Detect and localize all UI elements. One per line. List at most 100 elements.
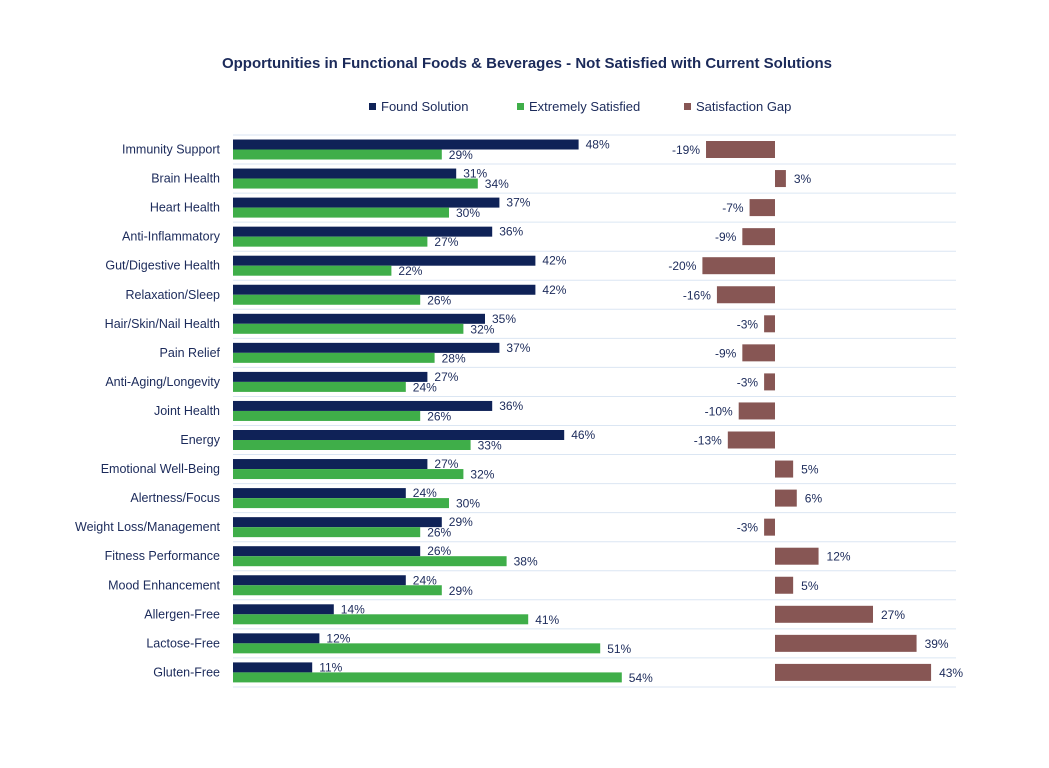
legend-item-found-solution: Found Solution	[369, 99, 468, 114]
label-satisfaction-gap-lactose-free: 39%	[925, 637, 949, 651]
category-label-heart-health: Heart Health	[150, 201, 220, 215]
bar-extremely-satisfied-joint-health	[233, 410, 421, 421]
bar-found-solution-fitness-performance	[233, 546, 421, 557]
bar-extremely-satisfied-weight-loss-management	[233, 527, 421, 538]
label-satisfaction-gap-anti-inflammatory: -9%	[715, 230, 737, 244]
bar-found-solution-hair-skin-nail-health	[233, 313, 485, 324]
category-label-immunity-support: Immunity Support	[122, 143, 220, 157]
legend-item-extremely-satisfied: Extremely Satisfied	[517, 99, 640, 114]
label-found-solution-heart-health: 37%	[506, 196, 530, 210]
category-label-hair-skin-nail-health: Hair/Skin/Nail Health	[105, 317, 220, 331]
label-found-solution-energy: 46%	[571, 428, 595, 442]
label-extremely-satisfied-pain-relief: 28%	[442, 351, 466, 365]
bar-satisfaction-gap-energy	[727, 431, 775, 449]
bar-satisfaction-gap-pain-relief	[742, 344, 775, 362]
bar-satisfaction-gap-allergen-free	[775, 605, 874, 623]
chart-title: Opportunities in Functional Foods & Beve…	[221, 55, 833, 72]
bar-extremely-satisfied-alertness-focus	[233, 498, 449, 509]
label-found-solution-immunity-support: 48%	[586, 138, 610, 152]
label-extremely-satisfied-allergen-free: 41%	[535, 613, 559, 627]
label-found-solution-gut-digestive-health: 42%	[542, 254, 566, 268]
label-extremely-satisfied-weight-loss-management: 26%	[427, 526, 451, 540]
category-label-pain-relief: Pain Relief	[160, 346, 221, 360]
legend-label-extremely-satisfied: Extremely Satisfied	[529, 99, 641, 114]
label-satisfaction-gap-weight-loss-management: -3%	[737, 521, 759, 535]
bar-extremely-satisfied-mood-enhancement	[233, 585, 442, 596]
category-label-emotional-well-being: Emotional Well-Being	[101, 462, 220, 476]
bar-extremely-satisfied-emotional-well-being	[233, 469, 464, 480]
label-extremely-satisfied-joint-health: 26%	[427, 409, 451, 423]
bar-found-solution-gut-digestive-health	[233, 255, 536, 266]
bar-satisfaction-gap-emotional-well-being	[775, 460, 794, 478]
label-extremely-satisfied-brain-health: 34%	[485, 177, 509, 191]
category-label-mood-enhancement: Mood Enhancement	[108, 578, 220, 592]
label-found-solution-anti-inflammatory: 36%	[499, 225, 523, 239]
bar-found-solution-alertness-focus	[233, 488, 406, 499]
bar-satisfaction-gap-mood-enhancement	[775, 576, 794, 594]
category-label-weight-loss-management: Weight Loss/Management	[75, 520, 221, 534]
label-found-solution-mood-enhancement: 24%	[413, 573, 437, 587]
label-extremely-satisfied-relaxation-sleep: 26%	[427, 293, 451, 307]
bar-extremely-satisfied-lactose-free	[233, 643, 601, 654]
label-satisfaction-gap-mood-enhancement: 5%	[801, 579, 819, 593]
category-label-allergen-free: Allergen-Free	[144, 607, 220, 621]
label-found-solution-relaxation-sleep: 42%	[542, 283, 566, 297]
bar-extremely-satisfied-immunity-support	[233, 149, 442, 160]
label-found-solution-joint-health: 36%	[499, 399, 523, 413]
bar-satisfaction-gap-hair-skin-nail-health	[764, 315, 775, 333]
label-found-solution-allergen-free: 14%	[341, 602, 365, 616]
label-found-solution-emotional-well-being: 27%	[434, 457, 458, 471]
label-extremely-satisfied-heart-health: 30%	[456, 206, 480, 220]
label-found-solution-lactose-free: 12%	[326, 631, 350, 645]
category-label-fitness-performance: Fitness Performance	[105, 549, 220, 563]
bar-extremely-satisfied-relaxation-sleep	[233, 294, 421, 305]
category-label-energy: Energy	[180, 433, 220, 447]
bar-found-solution-brain-health	[233, 168, 457, 179]
label-extremely-satisfied-emotional-well-being: 32%	[470, 468, 494, 482]
label-satisfaction-gap-alertness-focus: 6%	[805, 492, 823, 506]
label-found-solution-weight-loss-management: 29%	[449, 515, 473, 529]
bar-satisfaction-gap-anti-aging-longevity	[764, 373, 775, 391]
label-extremely-satisfied-mood-enhancement: 29%	[449, 584, 473, 598]
label-extremely-satisfied-energy: 33%	[478, 439, 502, 453]
label-extremely-satisfied-immunity-support: 29%	[449, 148, 473, 162]
bar-found-solution-lactose-free	[233, 633, 320, 644]
legend: Found Solution Extremely Satisfied Satis…	[0, 99, 1049, 117]
bar-extremely-satisfied-heart-health	[233, 207, 449, 218]
bar-extremely-satisfied-fitness-performance	[233, 556, 507, 567]
label-satisfaction-gap-energy: -13%	[694, 434, 722, 448]
label-extremely-satisfied-gluten-free: 54%	[629, 671, 653, 685]
label-found-solution-alertness-focus: 24%	[413, 486, 437, 500]
label-extremely-satisfied-gut-digestive-health: 22%	[398, 264, 422, 278]
category-label-gut-digestive-health: Gut/Digestive Health	[105, 259, 220, 273]
bar-satisfaction-gap-immunity-support	[706, 141, 775, 158]
label-found-solution-gluten-free: 11%	[319, 660, 342, 674]
legend-label-satisfaction-gap: Satisfaction Gap	[696, 99, 792, 114]
bar-extremely-satisfied-gluten-free	[233, 672, 622, 683]
bar-found-solution-heart-health	[233, 197, 500, 208]
label-satisfaction-gap-allergen-free: 27%	[881, 608, 905, 622]
label-extremely-satisfied-anti-inflammatory: 27%	[434, 235, 458, 249]
bar-satisfaction-gap-brain-health	[775, 170, 786, 188]
bar-found-solution-pain-relief	[233, 342, 500, 353]
bar-extremely-satisfied-anti-aging-longevity	[233, 381, 406, 392]
legend-swatch-extremely-satisfied	[517, 103, 524, 110]
legend-item-satisfaction-gap: Satisfaction Gap	[684, 99, 791, 114]
label-extremely-satisfied-hair-skin-nail-health: 32%	[470, 322, 494, 336]
label-satisfaction-gap-hair-skin-nail-health: -3%	[737, 317, 759, 331]
bar-found-solution-anti-inflammatory	[233, 226, 493, 237]
label-found-solution-pain-relief: 37%	[506, 341, 530, 355]
legend-swatch-satisfaction-gap	[684, 103, 691, 110]
bar-satisfaction-gap-gut-digestive-health	[702, 257, 775, 275]
label-satisfaction-gap-fitness-performance: 12%	[827, 550, 851, 564]
label-found-solution-anti-aging-longevity: 27%	[434, 370, 458, 384]
label-satisfaction-gap-brain-health: 3%	[794, 172, 812, 186]
bar-extremely-satisfied-pain-relief	[233, 352, 435, 363]
bar-found-solution-mood-enhancement	[233, 575, 406, 586]
label-satisfaction-gap-joint-health: -10%	[705, 404, 733, 418]
bar-satisfaction-gap-heart-health	[749, 199, 775, 217]
label-satisfaction-gap-gut-digestive-health: -20%	[668, 259, 696, 273]
bar-found-solution-joint-health	[233, 400, 493, 411]
bar-found-solution-relaxation-sleep	[233, 284, 536, 295]
